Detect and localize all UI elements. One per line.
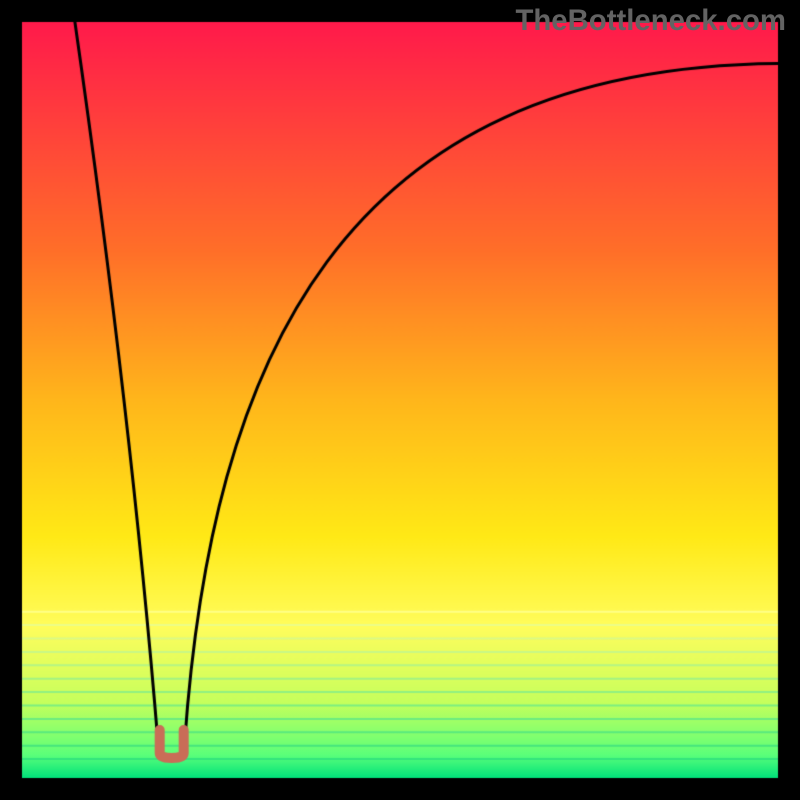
chart-canvas — [0, 0, 800, 800]
bottleneck-chart: TheBottleneck.com — [0, 0, 800, 800]
